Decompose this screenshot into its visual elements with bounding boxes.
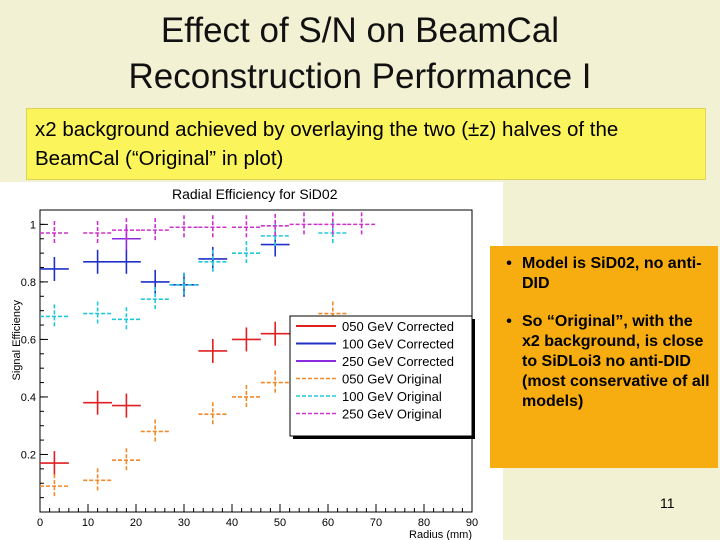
y-tick-label: 0.6: [21, 334, 36, 346]
x-tick-label: 80: [418, 517, 430, 529]
x-tick-label: 0: [37, 517, 43, 529]
legend-label: 250 GeV Original: [342, 407, 442, 422]
y-tick-label: 0.2: [21, 449, 36, 461]
x-tick-label: 50: [274, 517, 286, 529]
legend-box: [289, 315, 473, 437]
x-tick-label: 20: [130, 517, 142, 529]
legend-label: 250 GeV Corrected: [342, 354, 454, 369]
page-number: 11: [660, 495, 675, 511]
x-tick-label: 40: [226, 517, 238, 529]
bullet-text: Model is SiD02, no anti-DID: [522, 255, 702, 292]
x-tick-label: 90: [466, 517, 478, 529]
bullet-item: • Model is SiD02, no anti-DID: [496, 254, 712, 294]
x-tick-label: 10: [82, 517, 94, 529]
y-tick-label: 0.8: [21, 277, 36, 289]
legend-label: 100 GeV Original: [342, 389, 442, 404]
y-tick-label: 1: [30, 219, 36, 231]
x-tick-label: 60: [322, 517, 334, 529]
slide-title-line2: Reconstruction Performance I: [128, 57, 592, 96]
slide-title-line1: Effect of S/N on BeamCal: [160, 11, 560, 50]
note-box: x2 background achieved by overlaying the…: [26, 108, 706, 180]
bullet-box: • Model is SiD02, no anti-DID • So “Orig…: [490, 246, 718, 468]
legend-label: 050 GeV Corrected: [342, 319, 454, 334]
legend-label: 050 GeV Original: [342, 372, 442, 387]
bullet-item: • So “Original”, with the x2 background,…: [496, 312, 712, 412]
x-tick-label: 30: [178, 517, 190, 529]
efficiency-chart: 0 10 20 30 40 50 60 70 80 90 0.2 0.4 0.6 0.8 1 Radius (…: [11, 209, 478, 540]
legend-label: 100 GeV Corrected: [342, 337, 454, 352]
y-axis-label: Signal Efficiency: [11, 300, 23, 381]
x-tick-label: 70: [370, 517, 382, 529]
bullet-dot: •: [506, 313, 512, 330]
y-tick-label: 0.4: [21, 392, 36, 404]
x-axis-label: Radius (mm): [409, 529, 472, 540]
chart-title: Radial Efficiency for SiD02: [172, 186, 338, 202]
bullet-dot: •: [506, 255, 512, 272]
bullet-text: So “Original”, with the x2 background, i…: [522, 313, 710, 410]
chart-panel: 0 10 20 30 40 50 60 70 80 90 0.2 0.4 0.6 0.8 1 Radius (…: [0, 182, 503, 540]
slide-title: Effect of S/N on BeamCal Reconstruction …: [0, 8, 720, 100]
